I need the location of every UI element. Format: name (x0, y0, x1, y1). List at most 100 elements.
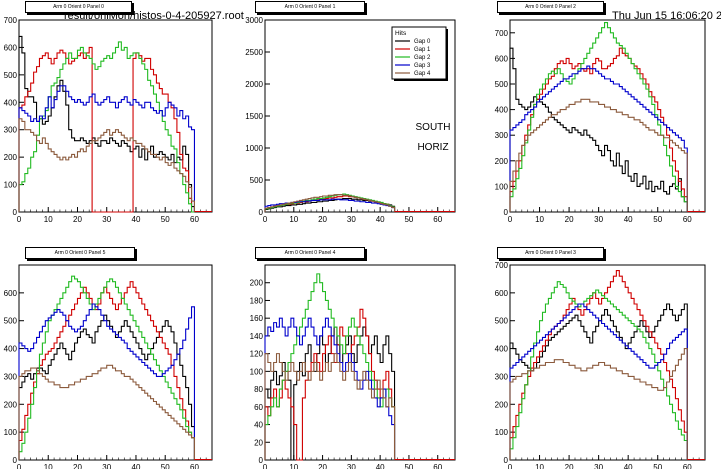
y-tick-label: 400 (495, 106, 509, 115)
file-path-title: result/onlMon/histos-0-4-205927.root (64, 10, 244, 22)
y-tick-label: 1000 (245, 144, 263, 153)
y-tick-label: 500 (4, 317, 18, 326)
y-tick-label: 60 (254, 403, 263, 412)
x-tick-label: 0 (508, 215, 513, 224)
y-tick-label: 600 (4, 289, 18, 298)
series-gap-1 (509, 270, 688, 460)
series-gap-4 (264, 353, 396, 460)
x-tick-label: 60 (190, 215, 199, 224)
x-tick-label: 0 (263, 463, 268, 469)
y-tick-label: 2500 (245, 48, 263, 57)
x-tick-label: 20 (318, 463, 327, 469)
series-gap-2 (509, 281, 688, 460)
x-tick-label: 50 (653, 215, 662, 224)
series-gap-3 (509, 65, 688, 212)
y-tick-label: 500 (495, 317, 509, 326)
x-tick-label: 10 (289, 215, 298, 224)
y-tick-label: 140 (250, 332, 264, 341)
y-tick-label: 0 (504, 456, 509, 465)
y-tick-label: 100 (4, 428, 18, 437)
x-tick-label: 60 (683, 215, 692, 224)
y-tick-label: 200 (495, 400, 509, 409)
x-tick-label: 30 (347, 463, 356, 469)
x-tick-label: 50 (161, 215, 170, 224)
x-tick-label: 40 (624, 463, 633, 469)
x-tick-label: 20 (73, 463, 82, 469)
x-tick-label: 60 (190, 463, 199, 469)
y-tick-label: 700 (495, 29, 509, 38)
x-tick-label: 30 (347, 215, 356, 224)
series-gap-3 (509, 303, 688, 460)
series-gap-2 (509, 22, 688, 212)
y-tick-label: 100 (495, 428, 509, 437)
pad-title-4: Arm 0 Orient 0 Panel 4 (255, 247, 365, 259)
x-tick-label: 20 (565, 463, 574, 469)
y-tick-label: 100 (250, 367, 264, 376)
pad-title-3: Arm 0 Orient 0 Panel 5 (25, 247, 135, 259)
series-gap-4 (18, 118, 196, 212)
y-tick-label: 2000 (245, 80, 263, 89)
x-tick-label: 0 (17, 215, 22, 224)
x-tick-label: 0 (508, 463, 513, 469)
y-tick-label: 300 (495, 131, 509, 140)
x-tick-label: 10 (44, 463, 53, 469)
y-tick-label: 0 (13, 456, 18, 465)
x-tick-label: 30 (102, 463, 111, 469)
series-gap-4 (509, 348, 688, 460)
legend-entry-3: Gap 3 (414, 63, 431, 69)
y-tick-label: 100 (4, 181, 18, 190)
x-tick-label: 40 (132, 463, 141, 469)
x-tick-label: 40 (132, 215, 141, 224)
x-tick-label: 0 (17, 463, 22, 469)
y-tick-label: 200 (495, 157, 509, 166)
y-tick-label: 20 (254, 438, 263, 447)
legend-entry-4: Gap 4 (414, 71, 431, 77)
x-tick-label: 10 (289, 463, 298, 469)
y-tick-label: 160 (250, 314, 264, 323)
x-tick-label: 50 (653, 463, 662, 469)
series-gap-1 (264, 308, 396, 461)
series-gap-4 (509, 98, 688, 212)
annotation-1: HORIZ (417, 142, 448, 153)
pad-title-1: Arm 0 Orient 0 Panel 1 (255, 1, 365, 13)
x-tick-label: 10 (44, 215, 53, 224)
pad-title-0: Arm 0 Orient 0 Panel 0 (25, 1, 132, 13)
x-tick-label: 20 (565, 215, 574, 224)
y-tick-label: 400 (4, 345, 18, 354)
x-tick-label: 50 (404, 463, 413, 469)
x-tick-label: 30 (102, 215, 111, 224)
series-gap-1 (18, 46, 195, 213)
x-tick-label: 20 (318, 215, 327, 224)
y-tick-label: 0 (13, 208, 18, 217)
y-tick-label: 300 (4, 372, 18, 381)
x-tick-label: 30 (594, 463, 603, 469)
y-tick-label: 0 (259, 456, 264, 465)
timestamp-title: Thu Jun 15 16:06:20 2006 (612, 10, 721, 22)
x-tick-label: 0 (263, 215, 268, 224)
x-tick-label: 10 (535, 215, 544, 224)
series-gap-3 (18, 303, 196, 460)
x-tick-label: 10 (535, 463, 544, 469)
series-gap-0 (509, 303, 688, 460)
y-tick-label: 400 (4, 98, 18, 107)
series-gap-3 (18, 85, 196, 212)
y-tick-label: 300 (4, 126, 18, 135)
y-tick-label: 600 (4, 43, 18, 52)
y-tick-label: 80 (254, 385, 263, 394)
series-gap-3 (264, 198, 396, 212)
series-gap-0 (264, 326, 396, 461)
x-tick-label: 40 (624, 215, 633, 224)
y-tick-label: 200 (4, 153, 18, 162)
y-tick-label: 700 (4, 16, 18, 25)
series-gap-0 (18, 35, 196, 212)
legend-box (391, 26, 447, 80)
x-tick-label: 50 (404, 215, 413, 224)
y-tick-label: 300 (495, 372, 509, 381)
y-tick-label: 500 (495, 80, 509, 89)
y-tick-label: 200 (4, 400, 18, 409)
annotation-0: SOUTH (416, 122, 451, 133)
y-tick-label: 100 (495, 182, 509, 191)
legend-title: Hits (395, 30, 407, 37)
series-gap-2 (18, 41, 195, 213)
pad-title-5: Arm 0 Orient 0 Panel 3 (497, 247, 604, 259)
